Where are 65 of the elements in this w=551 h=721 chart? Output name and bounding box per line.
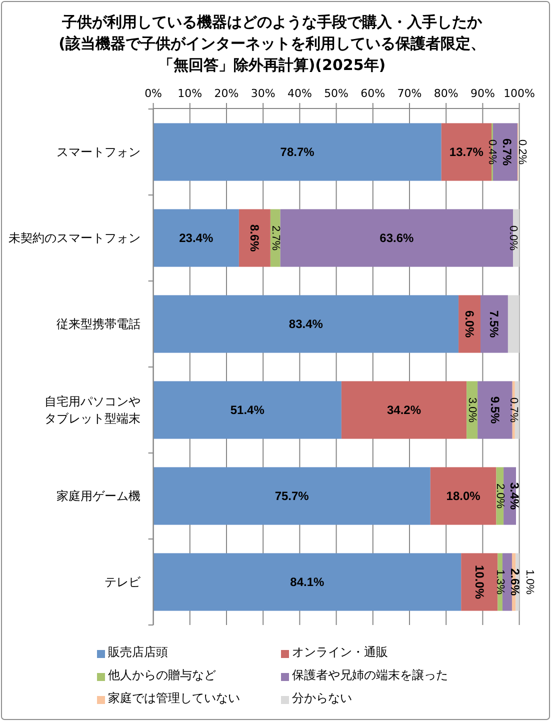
x-tick-label: 40% <box>287 87 312 100</box>
y-tick-label: スマートフォン <box>56 145 140 159</box>
data-label: 1.3% <box>494 569 506 595</box>
bar <box>458 295 481 353</box>
data-label: 0.2% <box>516 139 528 165</box>
bar <box>238 209 270 267</box>
legend-label: 家庭では管理していない <box>108 691 240 705</box>
x-tick-label: 80% <box>434 87 458 100</box>
bar <box>430 467 496 525</box>
data-label: 0.7% <box>508 397 520 423</box>
bar <box>153 123 442 181</box>
data-label: 2.0% <box>494 483 506 509</box>
x-tick-label: 90% <box>470 87 495 100</box>
legend-label: 他人からの贈与など <box>108 668 216 682</box>
data-label: 78.7% <box>280 145 315 159</box>
data-label: 18.0% <box>446 489 481 503</box>
x-tick-label: 70% <box>397 87 422 100</box>
data-label: 7.5% <box>487 310 502 338</box>
data-label: 23.4% <box>179 231 214 245</box>
data-label: 0.4% <box>486 139 498 165</box>
data-label: 10.0% <box>472 564 486 600</box>
bar <box>153 553 462 611</box>
data-label: 34.2% <box>386 403 422 417</box>
data-label: 2.6% <box>508 568 522 596</box>
data-label: 6.0% <box>462 310 477 338</box>
data-label: 63.6% <box>380 231 414 245</box>
legend-label: 分からない <box>292 691 352 705</box>
legend-label: 保護者や兄姉の端末を譲った <box>292 668 448 682</box>
x-tick-label: 30% <box>250 87 276 100</box>
data-label: 2.7% <box>269 225 282 251</box>
x-tick-label: 0% <box>144 87 162 100</box>
x-tick-label: 20% <box>214 87 239 100</box>
y-tick-label: 家庭用ゲーム機 <box>56 489 140 503</box>
data-label: 1.0% <box>524 569 536 595</box>
bar <box>153 295 459 353</box>
bar <box>341 381 467 439</box>
legend-label: 販売店店頭 <box>108 645 168 659</box>
legend-label: オンライン・通販 <box>292 645 388 659</box>
data-label: 3.0% <box>466 397 478 423</box>
x-tick-label: 10% <box>178 87 202 100</box>
y-tick-label: 従来型携帯電話 <box>56 317 140 331</box>
data-label: 84.1% <box>290 575 325 589</box>
data-label: 75.7% <box>274 489 310 503</box>
data-label: 83.4% <box>288 317 324 331</box>
bar <box>478 381 512 439</box>
x-tick-label: 100% <box>504 87 536 100</box>
data-label: 51.4% <box>230 403 265 417</box>
y-tick-label: 自宅用パソコンやタブレット型端末 <box>44 394 140 426</box>
bar <box>153 467 430 525</box>
bar <box>508 295 520 353</box>
bar <box>153 381 342 439</box>
data-label: 0.0% <box>507 225 520 251</box>
data-label: 3.4% <box>508 482 522 510</box>
chart-title: 子供が利用している機器はどのような手段で購入・入手したか(該当機器で子供がインターネットを利用している保護者限定、「無回答」除外再計算)(2025年) <box>58 13 486 74</box>
data-label: 6.7% <box>500 138 514 166</box>
y-tick-label: テレビ <box>104 575 142 589</box>
bar <box>153 209 239 267</box>
x-tick-label: 50% <box>324 87 349 100</box>
data-label: 13.7% <box>449 145 484 159</box>
bar <box>461 553 498 611</box>
x-tick-label: 60% <box>360 87 386 100</box>
bar <box>480 295 508 353</box>
data-label: 8.6% <box>248 224 262 252</box>
y-tick-label: 未契約のスマートフォン <box>8 231 140 245</box>
data-label: 9.5% <box>488 396 502 424</box>
